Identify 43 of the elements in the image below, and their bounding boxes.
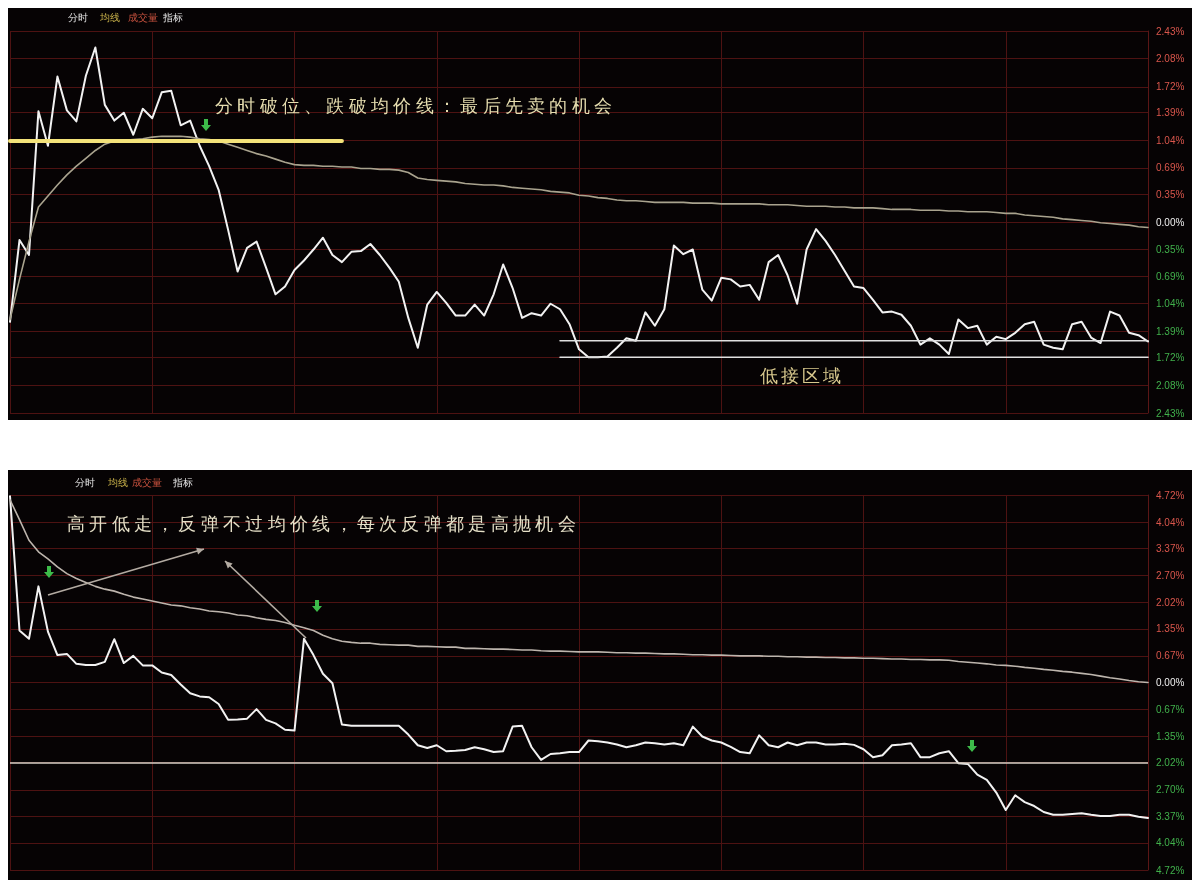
y-tick-label: 2.43%: [1156, 407, 1185, 419]
y-tick-label: 4.04%: [1156, 837, 1185, 849]
annotation: 高开低走，反弹不过均价线，每次反弹都是高抛机会: [67, 513, 580, 534]
y-tick-label: 2.70%: [1156, 784, 1185, 796]
text: 分时: [75, 477, 95, 488]
y-tick-label: 1.04%: [1156, 298, 1185, 310]
y-tick-label: 0.35%: [1156, 244, 1185, 256]
y-tick-label: 0.69%: [1156, 270, 1185, 282]
y-tick-label: 1.72%: [1156, 351, 1185, 363]
text: 指标: [173, 477, 193, 488]
text: 均线: [108, 477, 128, 488]
annotation: 低接区域: [760, 365, 844, 386]
y-tick-label: 1.72%: [1156, 81, 1185, 93]
y-tick-label: 4.72%: [1156, 864, 1185, 876]
y-tick-label: 0.67%: [1156, 650, 1185, 662]
text: 成交量: [132, 477, 162, 488]
y-tick-label: 2.70%: [1156, 569, 1185, 581]
y-tick-label: 3.37%: [1156, 543, 1185, 555]
line-series: [9, 46, 1149, 359]
y-tick-label: 1.35%: [1156, 623, 1185, 635]
y-tick-label: 0.67%: [1156, 703, 1185, 715]
y-tick-label: 0.00%: [1156, 677, 1185, 688]
y-tick-label: 1.39%: [1156, 325, 1185, 337]
y-tick-label: 0.69%: [1156, 162, 1185, 174]
y-tick-label: 2.08%: [1156, 379, 1185, 391]
y-tick-label: 2.02%: [1156, 596, 1185, 608]
text: 均线: [100, 12, 120, 23]
y-tick-label: 0.00%: [1156, 216, 1185, 228]
annotation: 分时破位、跌破均价线：最后先卖的机会: [215, 95, 617, 116]
y-tick-label: 4.04%: [1156, 516, 1185, 528]
y-tick-label: 0.35%: [1156, 188, 1185, 200]
y-tick-label: 2.02%: [1156, 757, 1185, 769]
y-tick-label: 1.04%: [1156, 134, 1185, 146]
text: 指标: [163, 12, 183, 23]
y-tick-label: 2.43%: [1156, 25, 1185, 37]
text: 成交量: [128, 12, 158, 23]
y-tick-label: 2.08%: [1156, 53, 1185, 65]
y-tick-label: 1.35%: [1156, 730, 1185, 742]
y-tick-label: 1.39%: [1156, 107, 1185, 119]
text: 分时: [68, 12, 88, 23]
line-series: [9, 135, 1149, 321]
y-tick-label: 4.72%: [1156, 489, 1185, 501]
y-tick-label: 3.37%: [1156, 810, 1185, 822]
